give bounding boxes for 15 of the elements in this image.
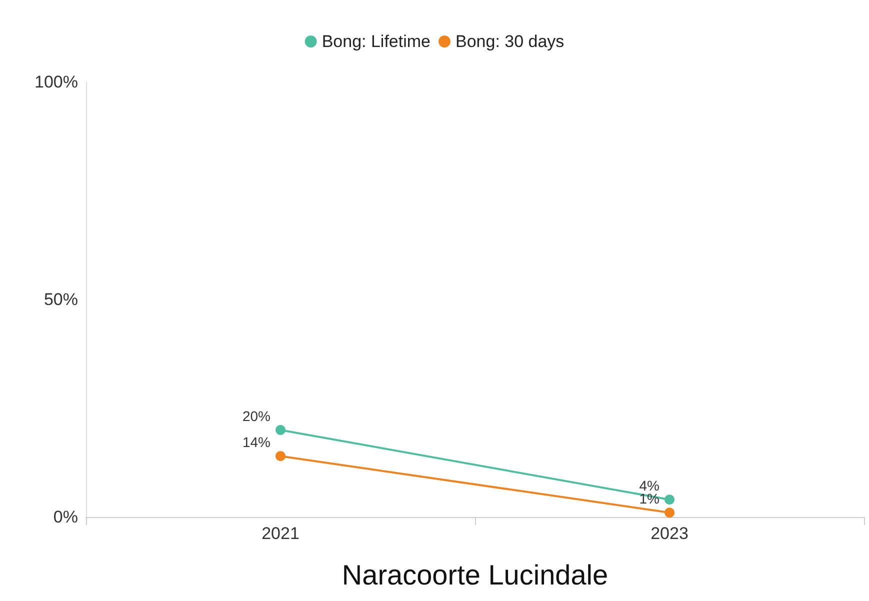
legend-label: Bong: 30 days: [455, 32, 564, 51]
x-tick-label: 2021: [262, 524, 300, 543]
point: [276, 425, 286, 435]
point: [276, 451, 286, 462]
point: [664, 494, 674, 505]
x-axis-title: Naracoorte Lucindale: [342, 560, 608, 590]
y-tick-label: 100%: [34, 72, 78, 92]
x-tick-label: 2023: [650, 524, 688, 543]
y-tick-label: 50%: [44, 290, 78, 309]
point: [664, 508, 674, 518]
y-tick-label: 0%: [53, 508, 78, 526]
data-label: 4%: [639, 478, 660, 494]
data-label: 20%: [242, 408, 270, 424]
data-label: 14%: [242, 434, 270, 450]
legend-label: Bong: Lifetime: [322, 32, 431, 51]
